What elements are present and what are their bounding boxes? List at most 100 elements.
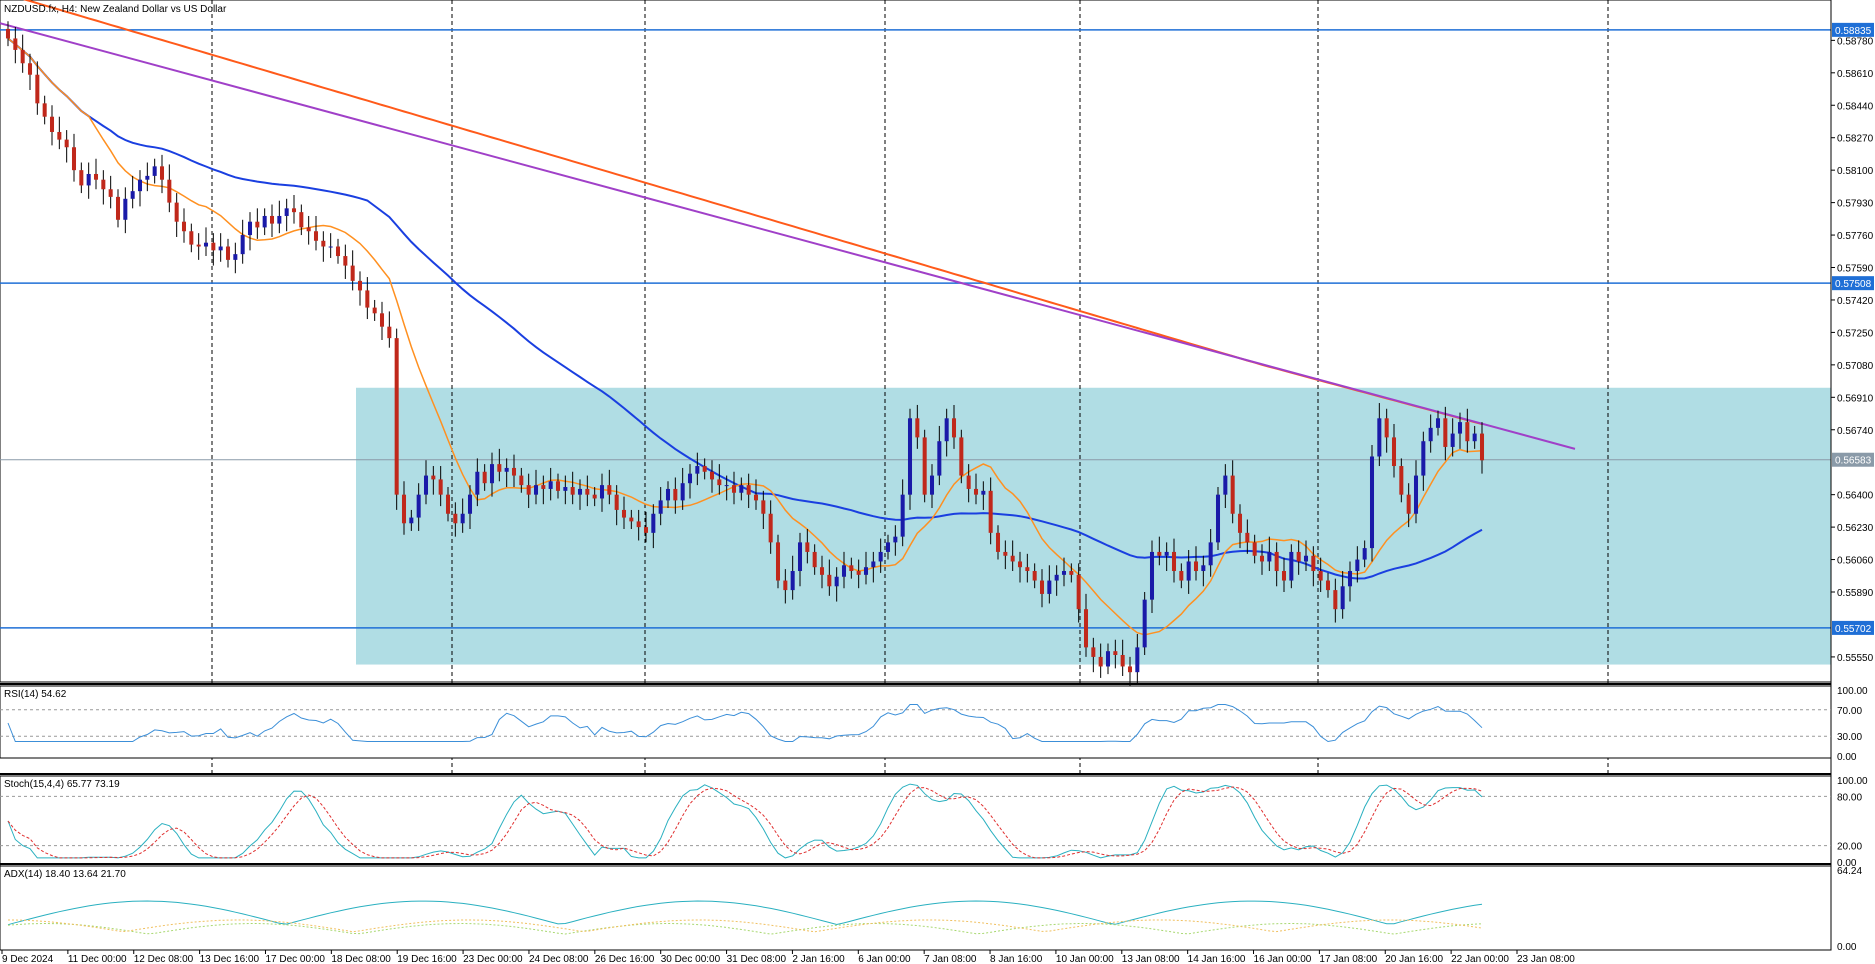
candle[interactable]	[313, 215, 319, 251]
candle[interactable]	[849, 557, 854, 579]
candle[interactable]	[1135, 634, 1140, 684]
candle[interactable]	[805, 529, 810, 564]
candle[interactable]	[790, 555, 795, 600]
candle[interactable]	[856, 559, 861, 589]
candle[interactable]	[475, 458, 480, 507]
candle[interactable]	[145, 162, 150, 192]
candle[interactable]	[695, 452, 700, 486]
candle[interactable]	[115, 189, 121, 228]
candle[interactable]	[1061, 557, 1067, 587]
candle[interactable]	[533, 469, 539, 505]
candle[interactable]	[966, 464, 971, 503]
candle[interactable]	[775, 534, 781, 589]
candle[interactable]	[1355, 546, 1360, 583]
candle[interactable]	[563, 475, 568, 505]
candle[interactable]	[335, 238, 341, 264]
candle[interactable]	[687, 464, 693, 499]
candle[interactable]	[379, 301, 385, 341]
candle[interactable]	[1179, 563, 1184, 589]
candle[interactable]	[1164, 542, 1169, 572]
candle[interactable]	[1223, 464, 1228, 509]
candle[interactable]	[599, 473, 605, 512]
candle[interactable]	[731, 471, 737, 505]
candle[interactable]	[658, 487, 663, 526]
candle[interactable]	[203, 227, 209, 257]
candle[interactable]	[702, 458, 707, 480]
candle[interactable]	[929, 464, 935, 509]
candle[interactable]	[819, 555, 825, 589]
candle[interactable]	[636, 509, 641, 541]
candle[interactable]	[394, 328, 399, 510]
candle[interactable]	[746, 473, 751, 509]
candle[interactable]	[797, 532, 803, 587]
candle[interactable]	[761, 490, 766, 530]
candle[interactable]	[1091, 637, 1096, 673]
candle[interactable]	[607, 469, 612, 505]
candle[interactable]	[1289, 544, 1294, 589]
candle[interactable]	[431, 466, 436, 495]
candle[interactable]	[189, 223, 194, 253]
candle[interactable]	[709, 460, 715, 493]
candle[interactable]	[159, 154, 165, 194]
candle[interactable]	[42, 95, 47, 125]
candle[interactable]	[665, 481, 671, 509]
candle[interactable]	[1113, 639, 1118, 669]
rsi-panel[interactable]	[0, 685, 1832, 759]
candle[interactable]	[1259, 544, 1265, 575]
candle[interactable]	[489, 452, 495, 497]
candle[interactable]	[1384, 408, 1389, 453]
candle[interactable]	[548, 467, 553, 501]
candle[interactable]	[1281, 557, 1287, 593]
candle[interactable]	[86, 162, 91, 199]
candle[interactable]	[1362, 540, 1367, 568]
candle[interactable]	[995, 525, 1001, 560]
candle[interactable]	[152, 158, 157, 184]
candle[interactable]	[922, 429, 927, 503]
candle[interactable]	[196, 233, 201, 260]
candle[interactable]	[519, 467, 524, 493]
candle[interactable]	[680, 467, 685, 510]
candle[interactable]	[1120, 639, 1125, 676]
candle[interactable]	[1105, 643, 1111, 675]
candle[interactable]	[1083, 593, 1089, 657]
candle[interactable]	[937, 425, 942, 486]
candle[interactable]	[753, 479, 759, 510]
candle[interactable]	[981, 481, 986, 510]
candle[interactable]	[401, 481, 407, 535]
candle[interactable]	[218, 233, 223, 262]
candle[interactable]	[1421, 431, 1426, 491]
candle[interactable]	[167, 164, 172, 213]
candle[interactable]	[1296, 540, 1301, 575]
candle[interactable]	[1479, 422, 1485, 474]
candle[interactable]	[1098, 643, 1103, 678]
candle[interactable]	[79, 162, 84, 194]
candle[interactable]	[357, 271, 363, 306]
candle[interactable]	[783, 569, 788, 604]
candle[interactable]	[416, 483, 421, 531]
candle[interactable]	[1039, 569, 1045, 608]
candle[interactable]	[863, 551, 869, 585]
candle[interactable]	[812, 544, 817, 575]
candle[interactable]	[973, 473, 979, 505]
candle[interactable]	[1252, 534, 1257, 564]
candle[interactable]	[915, 404, 920, 449]
candle[interactable]	[614, 485, 619, 526]
candle[interactable]	[1237, 504, 1243, 549]
candle[interactable]	[885, 534, 891, 560]
candle[interactable]	[724, 475, 729, 501]
candle[interactable]	[365, 277, 370, 320]
candle[interactable]	[284, 198, 289, 232]
candle[interactable]	[1391, 424, 1397, 478]
candle[interactable]	[951, 404, 957, 449]
candle[interactable]	[1215, 487, 1221, 551]
candle[interactable]	[1245, 519, 1250, 554]
candle[interactable]	[277, 200, 282, 234]
candle[interactable]	[871, 551, 876, 583]
candle[interactable]	[20, 34, 25, 73]
candle[interactable]	[255, 208, 260, 239]
candle[interactable]	[570, 471, 575, 505]
candle[interactable]	[1274, 542, 1279, 587]
candle[interactable]	[739, 477, 744, 501]
candle[interactable]	[555, 473, 561, 499]
